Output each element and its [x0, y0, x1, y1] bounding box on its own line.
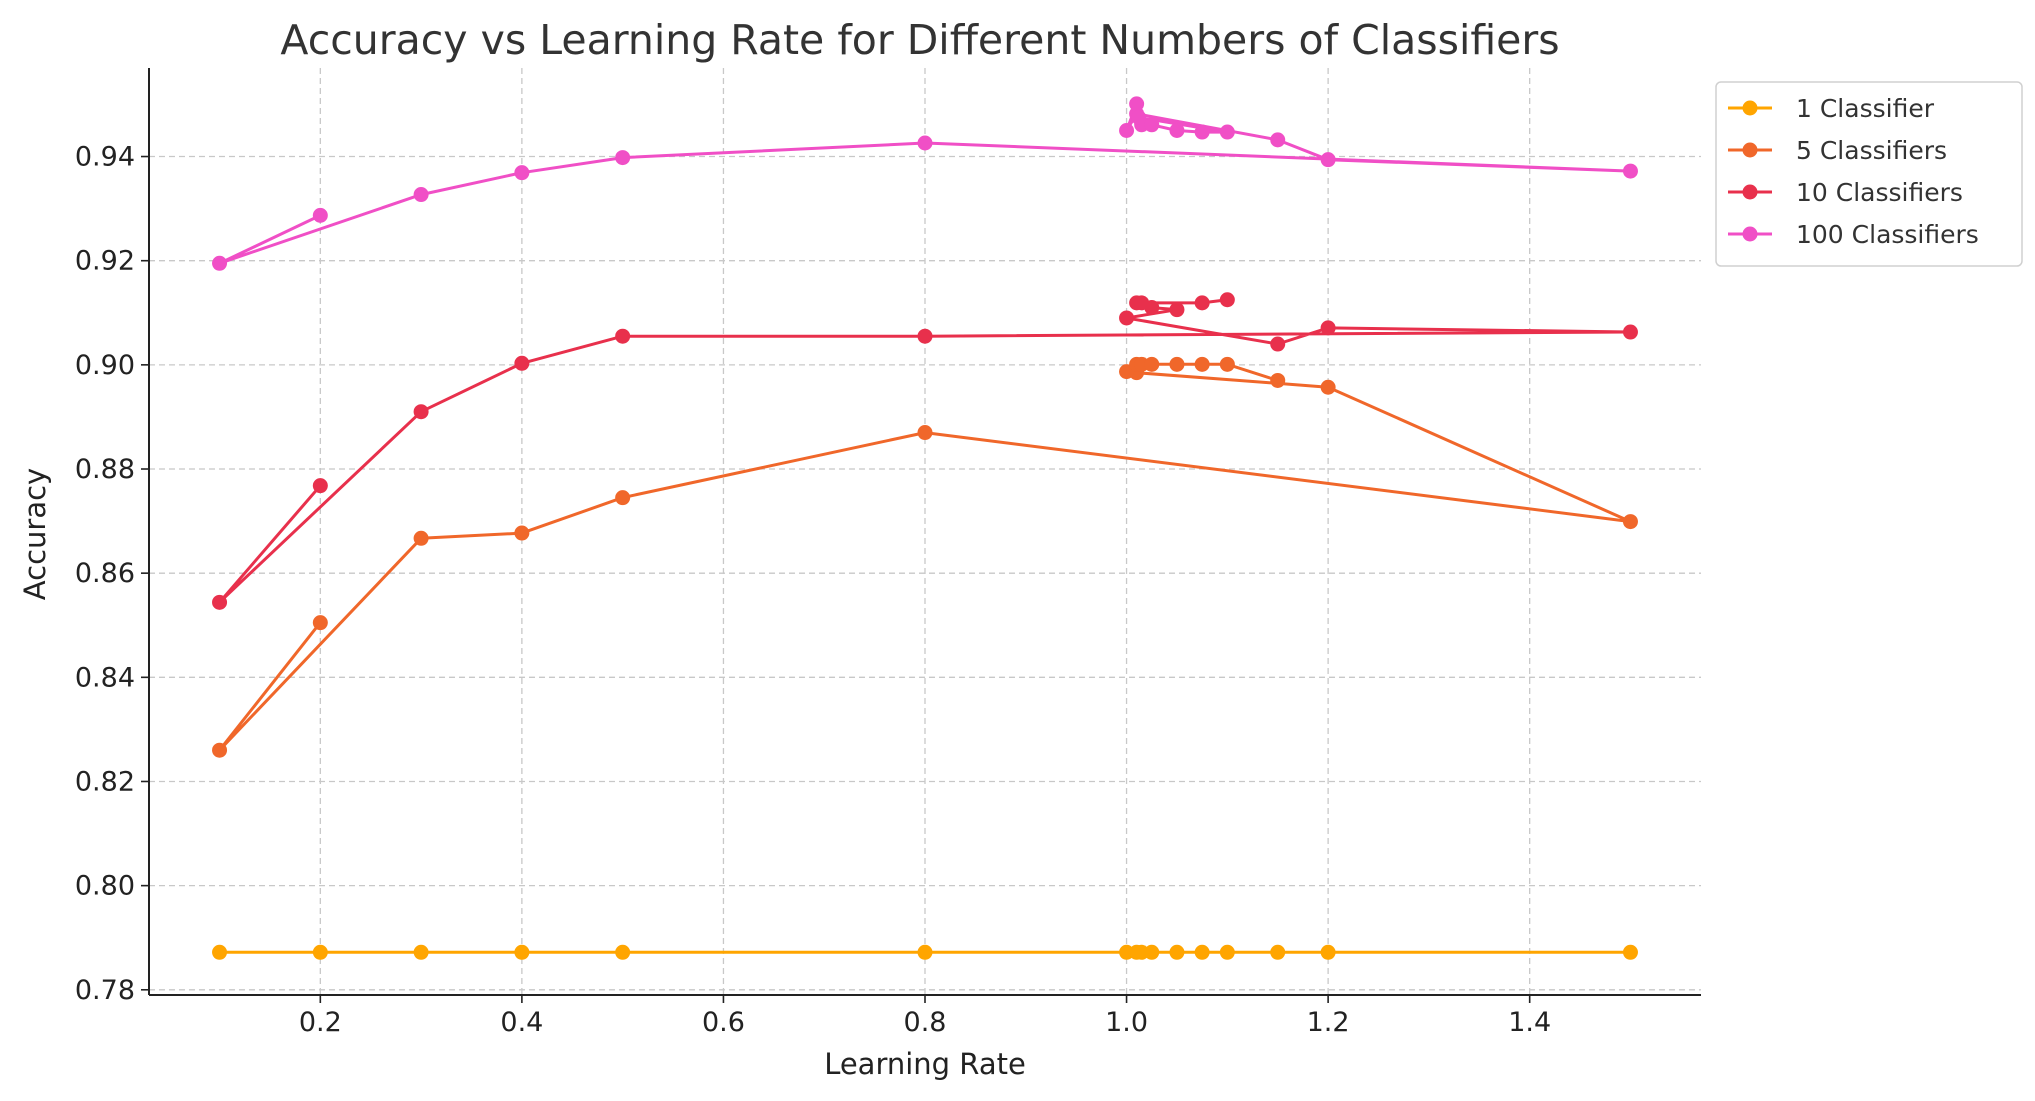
grid-layer — [149, 68, 1701, 995]
data-point — [212, 255, 228, 271]
y-axis-label: Accuracy — [18, 468, 52, 600]
data-point — [1131, 109, 1147, 125]
data-point — [1219, 124, 1235, 140]
data-point — [413, 404, 429, 420]
y-tick-label: 0.90 — [75, 350, 135, 381]
data-point — [212, 594, 228, 610]
data-point — [514, 355, 530, 371]
x-tick-label: 0.8 — [904, 1007, 947, 1038]
data-point — [413, 944, 429, 960]
data-point — [1219, 944, 1235, 960]
x-axis-label: Learning Rate — [824, 1047, 1026, 1081]
data-point — [212, 944, 228, 960]
data-point — [1119, 122, 1135, 138]
x-tick-label: 0.4 — [500, 1007, 543, 1038]
data-point — [514, 525, 530, 541]
data-point — [312, 478, 328, 494]
data-point — [1144, 117, 1160, 133]
data-point — [1622, 514, 1638, 530]
data-point — [212, 742, 228, 758]
legend-item: 100 Classifiers — [1728, 220, 1979, 249]
legend-marker — [1742, 226, 1758, 242]
x-tick-label: 1.0 — [1105, 1007, 1148, 1038]
data-point — [1169, 944, 1185, 960]
data-point — [1169, 302, 1185, 318]
data-point — [917, 425, 933, 441]
x-tick-label: 1.2 — [1307, 1007, 1350, 1038]
data-point — [312, 615, 328, 631]
data-point — [917, 944, 933, 960]
data-point — [917, 328, 933, 344]
data-point — [1169, 356, 1185, 372]
data-point — [514, 944, 530, 960]
y-tick-label: 0.88 — [75, 454, 135, 485]
data-point — [1270, 944, 1286, 960]
legend-label: 1 Classifier — [1796, 94, 1935, 123]
data-point — [1129, 96, 1145, 112]
data-point — [1320, 152, 1336, 168]
legend-item: 10 Classifiers — [1728, 178, 1963, 207]
legend-label: 100 Classifiers — [1796, 220, 1979, 249]
data-point — [1219, 356, 1235, 372]
y-tick-label: 0.94 — [75, 142, 135, 173]
series-group — [212, 356, 1638, 758]
data-point — [917, 135, 933, 151]
data-point — [1194, 944, 1210, 960]
chart-title: Accuracy vs Learning Rate for Different … — [280, 16, 1559, 64]
series-group — [212, 292, 1638, 610]
x-tick-label: 0.6 — [702, 1007, 745, 1038]
data-point — [312, 207, 328, 223]
legend-marker — [1742, 142, 1758, 158]
series-group — [212, 944, 1638, 960]
data-point — [1320, 379, 1336, 395]
data-point — [1270, 132, 1286, 148]
legend-label: 10 Classifiers — [1796, 178, 1963, 207]
y-tick-label: 0.86 — [75, 558, 135, 589]
y-tick-label: 0.84 — [75, 662, 135, 693]
data-point — [1320, 944, 1336, 960]
data-point — [514, 165, 530, 181]
legend-item: 1 Classifier — [1728, 94, 1935, 123]
legend-item: 5 Classifiers — [1728, 136, 1947, 165]
data-point — [1622, 163, 1638, 179]
data-point — [615, 944, 631, 960]
legend-label: 5 Classifiers — [1796, 136, 1947, 165]
legend-marker — [1742, 100, 1758, 116]
data-point — [615, 328, 631, 344]
data-point — [1194, 295, 1210, 311]
legend-frame — [1715, 81, 2023, 267]
axes-layer: 0.2 0.4 0.6 0.8 1.0 1.2 1.4 0.78 0.80 0.82 0.84 0.8… — [75, 68, 1701, 1038]
series-group — [212, 96, 1638, 271]
data-point — [1134, 295, 1150, 311]
y-tick-label: 0.82 — [75, 766, 135, 797]
y-tick-label: 0.92 — [75, 246, 135, 277]
data-point — [1622, 944, 1638, 960]
x-tick-label: 0.2 — [299, 1007, 342, 1038]
data-point — [1270, 372, 1286, 388]
data-point — [1144, 944, 1160, 960]
data-point — [615, 490, 631, 506]
data-point — [1144, 356, 1160, 372]
x-tick-label: 1.4 — [1508, 1007, 1551, 1038]
data-point — [1194, 356, 1210, 372]
data-point — [1194, 124, 1210, 140]
data-point — [1320, 320, 1336, 336]
data-point — [1270, 336, 1286, 352]
y-tick-label: 0.78 — [75, 975, 135, 1006]
data-point — [1219, 292, 1235, 308]
legend-marker — [1742, 184, 1758, 200]
data-point — [413, 187, 429, 203]
series-layer — [212, 96, 1638, 960]
data-point — [413, 530, 429, 546]
data-point — [1169, 122, 1185, 138]
y-tick-label: 0.80 — [75, 871, 135, 902]
data-point — [1622, 324, 1638, 340]
legend: 1 Classifier 5 Classifiers 10 Classifiers 1… — [1715, 81, 2023, 267]
data-point — [615, 150, 631, 166]
data-point — [312, 944, 328, 960]
data-point — [1119, 310, 1135, 326]
